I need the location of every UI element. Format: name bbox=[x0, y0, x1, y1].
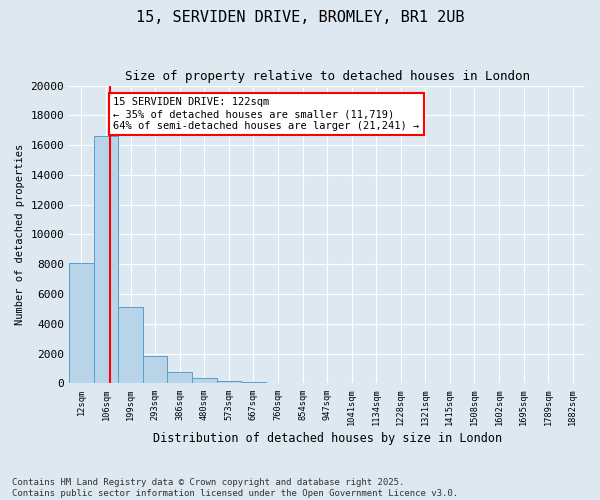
Text: Contains HM Land Registry data © Crown copyright and database right 2025.
Contai: Contains HM Land Registry data © Crown c… bbox=[12, 478, 458, 498]
Text: 15 SERVIDEN DRIVE: 122sqm
← 35% of detached houses are smaller (11,719)
64% of s: 15 SERVIDEN DRIVE: 122sqm ← 35% of detac… bbox=[113, 98, 419, 130]
Bar bbox=[143, 356, 167, 384]
Bar bbox=[94, 136, 118, 384]
Bar bbox=[69, 263, 94, 384]
Bar bbox=[241, 382, 266, 384]
Bar bbox=[192, 378, 217, 384]
Bar bbox=[266, 382, 290, 384]
Y-axis label: Number of detached properties: Number of detached properties bbox=[15, 144, 25, 325]
Bar bbox=[118, 308, 143, 384]
Title: Size of property relative to detached houses in London: Size of property relative to detached ho… bbox=[125, 70, 530, 83]
Bar bbox=[217, 381, 241, 384]
X-axis label: Distribution of detached houses by size in London: Distribution of detached houses by size … bbox=[152, 432, 502, 445]
Bar bbox=[167, 372, 192, 384]
Text: 15, SERVIDEN DRIVE, BROMLEY, BR1 2UB: 15, SERVIDEN DRIVE, BROMLEY, BR1 2UB bbox=[136, 10, 464, 25]
